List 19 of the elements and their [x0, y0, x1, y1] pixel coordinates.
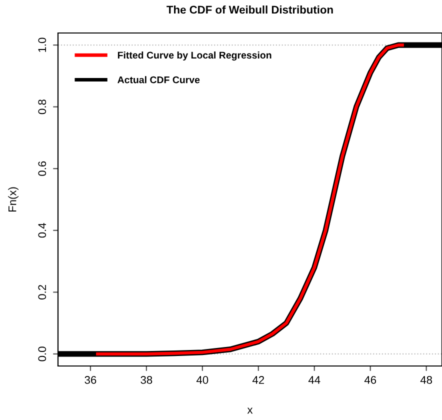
x-tick-label: 44 [308, 376, 320, 384]
x-axis-title: x [247, 408, 253, 414]
chart-title: The CDF of Weibull Distribution [166, 6, 333, 14]
x-tick-label: 40 [196, 376, 208, 384]
y-tick-label: 0.8 [38, 100, 46, 114]
y-tick-label: 0.6 [38, 161, 46, 176]
x-tick-label: 38 [140, 376, 152, 384]
x-tick-label: 48 [420, 376, 432, 384]
y-tick-label: 0.2 [38, 285, 46, 300]
legend-label: Fitted Curve by Local Regression [118, 51, 272, 61]
x-tick-label: 46 [364, 376, 376, 384]
y-tick-label: 1.0 [38, 38, 46, 52]
y-tick-label: 0.0 [38, 346, 46, 362]
x-tick-label: 42 [252, 376, 264, 384]
y-axis-title: Fn(x) [8, 187, 18, 212]
y-tick-label: 0.4 [38, 222, 46, 238]
legend-label: Actual CDF Curve [118, 76, 200, 84]
line-series [94, 44, 406, 356]
x-tick-label: 36 [84, 376, 96, 384]
